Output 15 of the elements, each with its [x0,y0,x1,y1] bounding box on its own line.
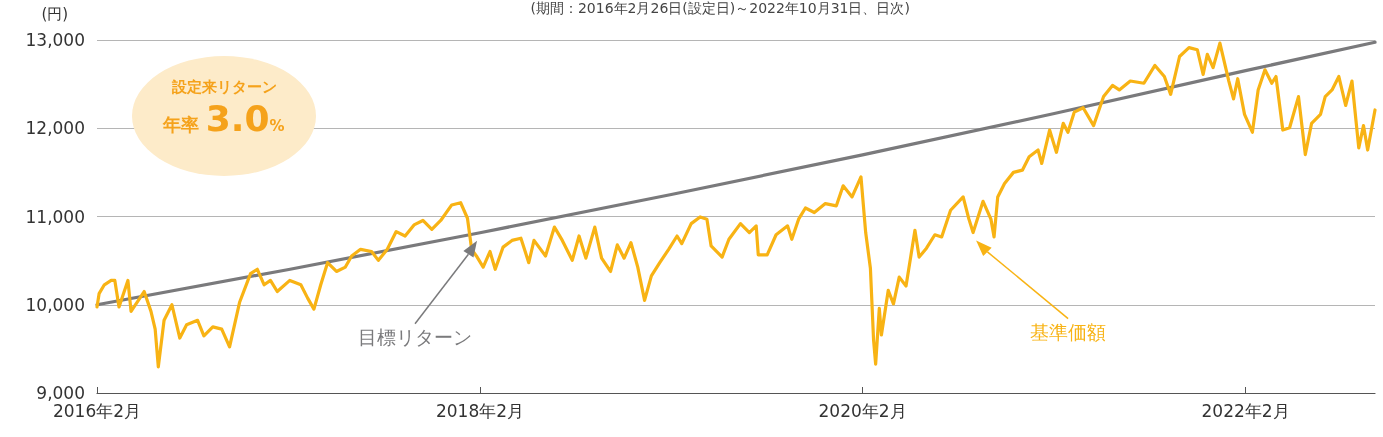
y-tick-label: 10,000 [25,294,85,315]
annotation: 設定来リターン [170,78,278,97]
text: 基準価額 [1030,319,1107,345]
x-tick-label: 2016年2月 [52,400,142,421]
x-tick-label: 2018年2月 [435,400,525,421]
y-axis-title: (円) [41,4,69,24]
y-tick-label: 9,000 [36,383,85,403]
y-tick-label: 12,000 [25,118,85,139]
annotation: 年率 3.0% [163,98,285,139]
y-tick-label: 13,000 [25,30,85,50]
x-tick-label: 2022年2月 [1201,400,1290,421]
y-tick-label: 11,000 [25,206,85,227]
chart-subtitle: (期間：2016年2月26日(設定日)～2022年10月31日、日次) [530,0,910,18]
text: 目標リターン [358,324,473,350]
x-tick-label: 2020年2月 [818,400,907,421]
